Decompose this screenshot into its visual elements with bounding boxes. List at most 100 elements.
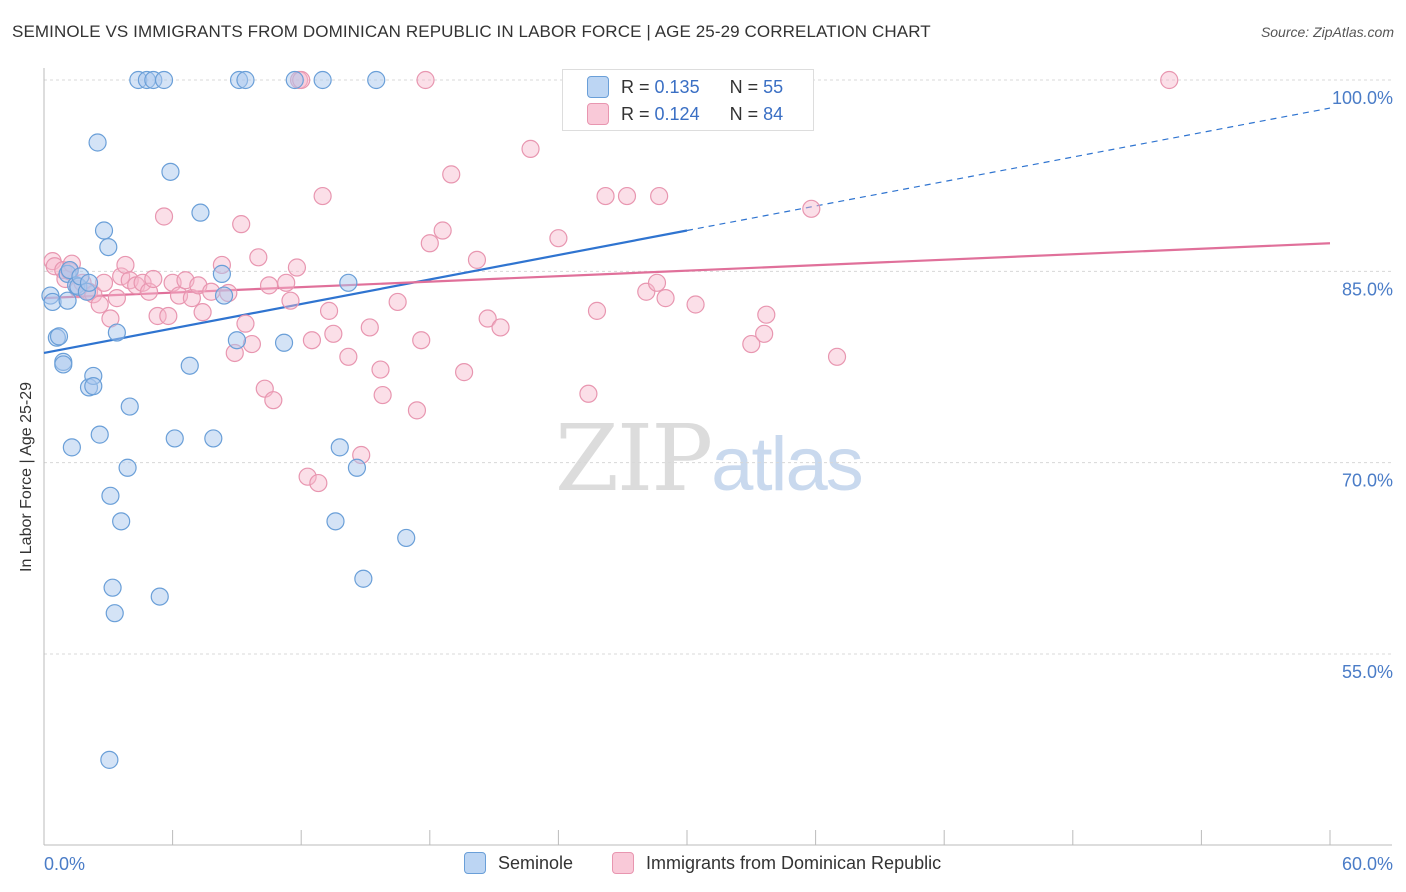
seminole-point — [339, 273, 358, 292]
dominican-point — [324, 324, 343, 343]
dominican-point — [277, 273, 296, 292]
dominican-point — [433, 221, 452, 240]
seminole-point — [54, 355, 73, 374]
seminole-r-value: 0.135 — [654, 76, 700, 97]
dominican-point — [420, 234, 439, 253]
seminole-point — [103, 578, 122, 597]
seminole-point — [43, 292, 62, 312]
stats-legend: R = 0.135 N = 55 R = 0.124 N = 84 — [562, 69, 814, 131]
dominican-point — [159, 306, 178, 326]
trend-layer — [43, 107, 1331, 355]
dominican-point — [144, 269, 163, 289]
dominican-point — [236, 314, 255, 333]
dominican-point — [319, 301, 339, 320]
y-tick-label: 55.0% — [1342, 662, 1393, 682]
seminole-point — [274, 333, 294, 352]
dominican-point — [309, 473, 328, 493]
seminole-point — [204, 429, 223, 448]
stats-row-dominican: R = 0.124 N = 84 — [587, 101, 783, 127]
dominican-point — [407, 401, 427, 420]
dominican-point — [650, 186, 669, 206]
bottom-legend: Seminole Immigrants from Dominican Repub… — [0, 852, 1406, 878]
seminole-point — [367, 70, 386, 90]
dominican-point — [193, 303, 212, 322]
dominican-n-label: N = — [729, 103, 759, 124]
seminole-point — [154, 70, 174, 90]
dominican-point — [1160, 70, 1179, 90]
seminole-point — [313, 70, 332, 90]
dominican-point — [148, 306, 167, 326]
seminole-swatch — [587, 76, 609, 98]
seminole-point — [118, 458, 137, 477]
seminole-point — [212, 264, 231, 283]
legend-dominican-swatch — [612, 852, 634, 874]
seminole-point — [165, 429, 184, 448]
dominican-point — [281, 291, 300, 310]
dominican-point — [112, 267, 131, 286]
dominican-point — [579, 384, 598, 403]
tick-label-layer: 100.0% 85.0% 70.0% 55.0% 0.0% 60.0% — [44, 88, 1393, 874]
legend-dominican-label: Immigrants from Dominican Republic — [646, 852, 942, 873]
seminole-point — [354, 569, 373, 588]
y-tick-label: 70.0% — [1342, 471, 1393, 491]
dominican-point — [549, 229, 568, 248]
seminole-point — [285, 70, 304, 90]
dominican-swatch — [587, 103, 609, 125]
seminole-point — [100, 750, 119, 769]
dominican-point — [802, 199, 821, 218]
dominican-point — [827, 347, 847, 366]
dominican-point — [467, 250, 487, 269]
seminole-r-label: R = — [621, 76, 650, 97]
seminole-point — [236, 70, 255, 90]
seminole-point — [107, 323, 126, 342]
dominican-point — [412, 331, 431, 350]
dominican-point — [647, 273, 667, 292]
dominican-point — [133, 273, 152, 292]
dominican-point — [287, 258, 307, 277]
y-tick-label: 85.0% — [1342, 279, 1393, 299]
seminole-n-value: 55 — [763, 76, 784, 97]
seminole-point — [62, 438, 81, 457]
dominican-point — [242, 334, 262, 354]
seminole-point — [90, 425, 109, 444]
dominican-r-label: R = — [621, 103, 650, 124]
dominican-n-value: 84 — [763, 103, 784, 124]
dominican-point — [656, 289, 675, 308]
seminole-point — [105, 604, 124, 623]
legend-item-dominican[interactable]: Immigrants from Dominican Republic — [612, 852, 941, 874]
watermark: ZIPatlas — [555, 405, 864, 512]
legend-item-seminole[interactable]: Seminole — [464, 852, 573, 874]
points-dominican — [43, 70, 1179, 493]
seminole-point — [397, 528, 416, 548]
x-tick-label-max: 60.0% — [1342, 854, 1393, 874]
dominican-r-value: 0.124 — [654, 103, 700, 124]
seminole-point — [347, 458, 367, 477]
dominican-point — [742, 334, 761, 354]
dominican-point — [302, 331, 322, 350]
seminole-point — [330, 438, 349, 457]
y-axis-label: In Labor Force | Age 25-29 — [18, 381, 35, 572]
seminole-trend-line — [43, 229, 688, 355]
dominican-point — [259, 276, 279, 295]
legend-seminole-swatch — [464, 852, 486, 874]
seminole-n-label: N = — [729, 76, 759, 97]
grid-layer — [44, 79, 1392, 655]
seminole-point — [161, 162, 180, 181]
seminole-point — [88, 133, 107, 152]
legend-seminole-label: Seminole — [498, 852, 574, 873]
dominican-trend-line — [43, 242, 1331, 300]
dominican-point — [116, 255, 135, 275]
dominican-point — [416, 70, 435, 90]
dominican-point — [371, 360, 390, 379]
dominican-point — [232, 215, 251, 234]
seminole-point — [326, 512, 345, 531]
dominican-point — [755, 324, 774, 343]
seminole-point — [214, 286, 234, 305]
dominican-point — [298, 467, 317, 486]
y-tick-label: 100.0% — [1332, 88, 1393, 108]
seminole-point — [180, 356, 199, 375]
dominican-point — [154, 207, 174, 226]
dominican-point — [90, 295, 109, 314]
dominican-point — [521, 139, 540, 158]
